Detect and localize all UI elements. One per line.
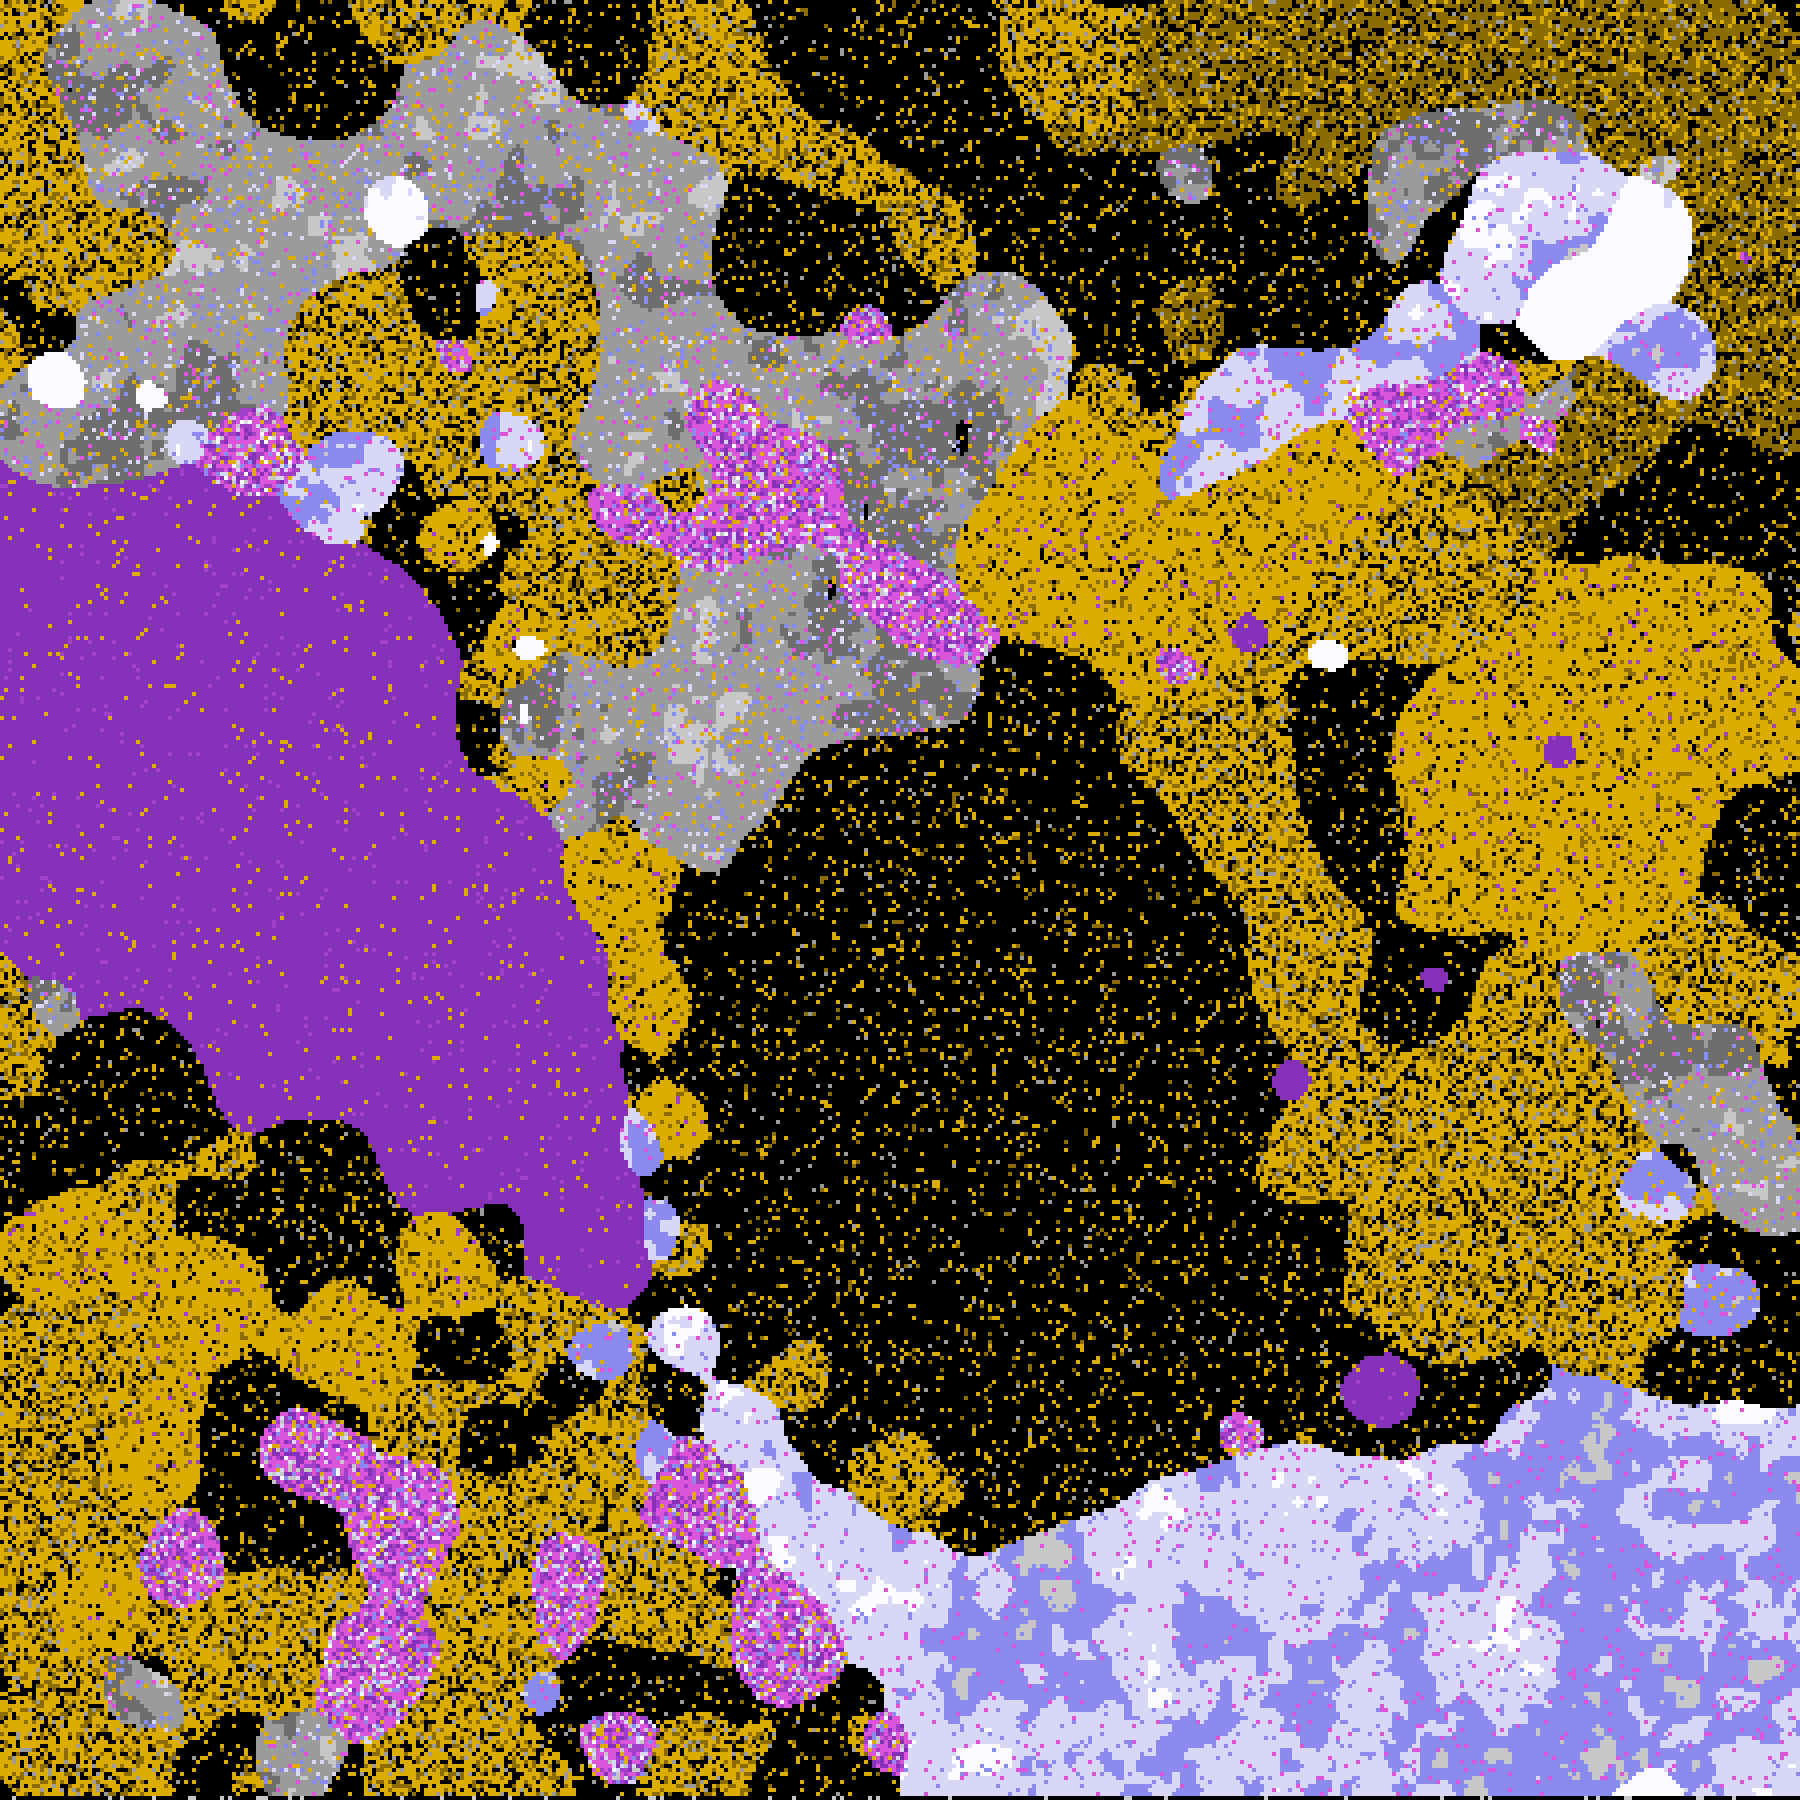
satellite-image — [0, 0, 1800, 1800]
satellite-image-canvas — [0, 0, 1800, 1800]
